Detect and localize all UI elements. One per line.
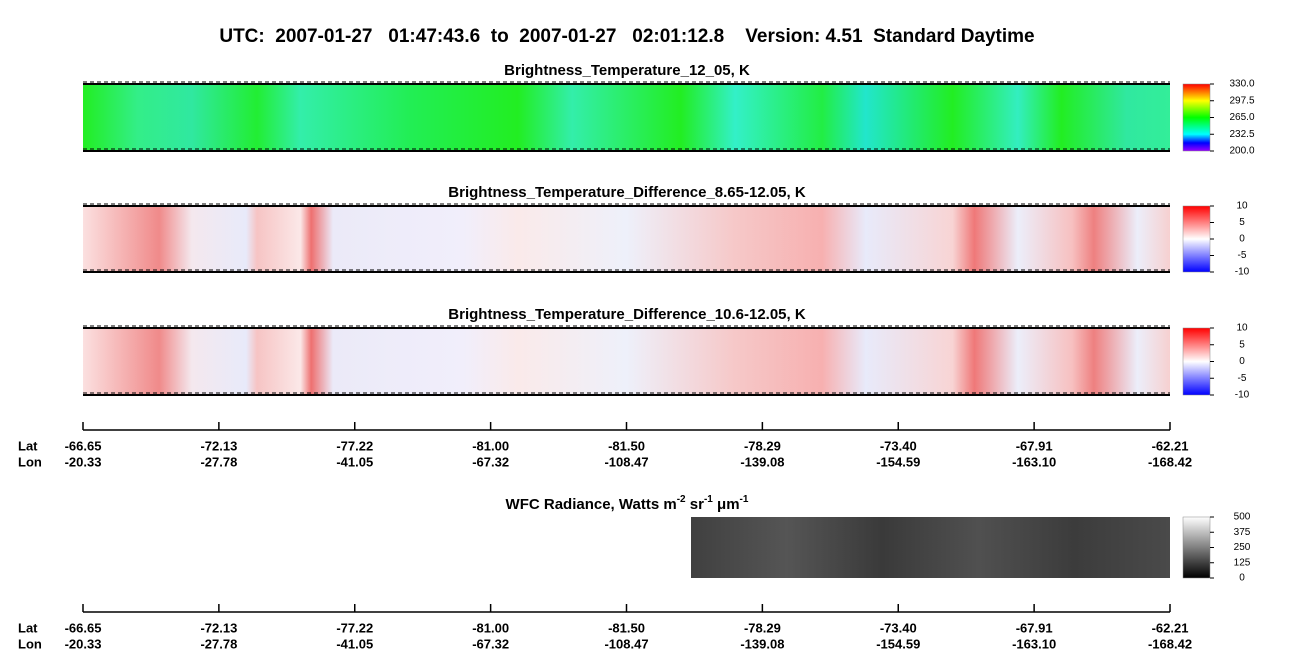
lat-value: -62.21 [1152, 438, 1189, 453]
panel-title: WFC Radiance, Watts m-2 sr-1 μm-1 [506, 494, 749, 513]
colorbar-tick-label: 5 [1239, 217, 1245, 228]
title-part: -1 [740, 494, 749, 505]
lat-value: -78.29 [744, 620, 781, 635]
colorbar-tick-label: 125 [1234, 557, 1251, 568]
lon-value: -163.10 [1012, 454, 1056, 469]
lon-label: Lon [18, 636, 42, 651]
colorbar-tick-label: 265.0 [1229, 112, 1254, 123]
lon-value: -108.47 [604, 454, 648, 469]
page-title: UTC: 2007-01-27 01:47:43.6 to 2007-01-27… [219, 26, 1034, 47]
panel-title: Brightness_Temperature_Difference_10.6-1… [448, 306, 806, 323]
panel-title: Brightness_Temperature_Difference_8.65-1… [448, 184, 806, 201]
colorbar [1182, 327, 1211, 396]
lon-value: -27.78 [200, 636, 237, 651]
lon-value: -163.10 [1012, 636, 1056, 651]
colorbar-tick-label: 10 [1236, 323, 1248, 334]
lon-value: -41.05 [336, 454, 373, 469]
swath-image [83, 328, 1170, 395]
lon-value: -41.05 [336, 636, 373, 651]
lat-value: -66.65 [65, 438, 102, 453]
colorbar [1182, 516, 1211, 579]
lon-value: -139.08 [740, 454, 784, 469]
swath-image [83, 84, 1170, 151]
lat-label: Lat [18, 620, 38, 635]
panel-title: Brightness_Temperature_12_05, K [504, 62, 750, 79]
colorbar-tick-label: 0 [1239, 573, 1245, 584]
lat-value: -73.40 [880, 620, 917, 635]
colorbar-tick-label: 297.5 [1229, 95, 1254, 106]
lon-value: -20.33 [65, 454, 102, 469]
lon-value: -154.59 [876, 454, 920, 469]
title-part: WFC Radiance, Watts m [506, 496, 677, 513]
colorbar-tick-label: 232.5 [1229, 129, 1254, 140]
lon-value: -27.78 [200, 454, 237, 469]
colorbar-tick-label: -10 [1235, 267, 1250, 278]
colorbar-tick-label: 375 [1234, 527, 1251, 538]
lon-value: -168.42 [1148, 454, 1192, 469]
lat-value: -77.22 [336, 620, 373, 635]
lon-value: -67.32 [472, 454, 509, 469]
colorbar-tick-label: 330.0 [1229, 79, 1254, 90]
lat-value: -66.65 [65, 620, 102, 635]
lat-value: -81.50 [608, 620, 645, 635]
lat-value: -78.29 [744, 438, 781, 453]
lat-value: -73.40 [880, 438, 917, 453]
lon-value: -67.32 [472, 636, 509, 651]
lon-value: -168.42 [1148, 636, 1192, 651]
colorbar-tick-label: 5 [1239, 339, 1245, 350]
colorbar [1182, 205, 1211, 273]
lat-value: -67.91 [1016, 438, 1053, 453]
colorbar-tick-label: 200.0 [1229, 146, 1254, 157]
colorbar-tick-label: -5 [1238, 373, 1247, 384]
colorbar-tick-label: -5 [1238, 250, 1247, 261]
colorbar-tick-label: 0 [1239, 356, 1245, 367]
lat-value: -67.91 [1016, 620, 1053, 635]
title-part: -2 [677, 494, 686, 505]
lat-value: -77.22 [336, 438, 373, 453]
lat-value: -81.50 [608, 438, 645, 453]
swath-image [691, 517, 1170, 578]
lon-value: -108.47 [604, 636, 648, 651]
swath-image [83, 206, 1170, 272]
title-part: sr [686, 496, 705, 513]
lon-value: -154.59 [876, 636, 920, 651]
title-part: μm [713, 496, 740, 513]
lat-value: -72.13 [200, 438, 237, 453]
lat-label: Lat [18, 438, 38, 453]
lon-label: Lon [18, 454, 42, 469]
lat-value: -62.21 [1152, 620, 1189, 635]
lon-value: -139.08 [740, 636, 784, 651]
lat-value: -81.00 [472, 438, 509, 453]
lat-value: -81.00 [472, 620, 509, 635]
colorbar [1182, 83, 1211, 152]
lat-value: -72.13 [200, 620, 237, 635]
colorbar-tick-label: 500 [1234, 512, 1251, 523]
title-part: -1 [704, 494, 713, 505]
colorbar-tick-label: 0 [1239, 234, 1245, 245]
lon-value: -20.33 [65, 636, 102, 651]
colorbar-tick-label: 250 [1234, 542, 1251, 553]
colorbar-tick-label: 10 [1236, 201, 1248, 212]
colorbar-tick-label: -10 [1235, 390, 1250, 401]
